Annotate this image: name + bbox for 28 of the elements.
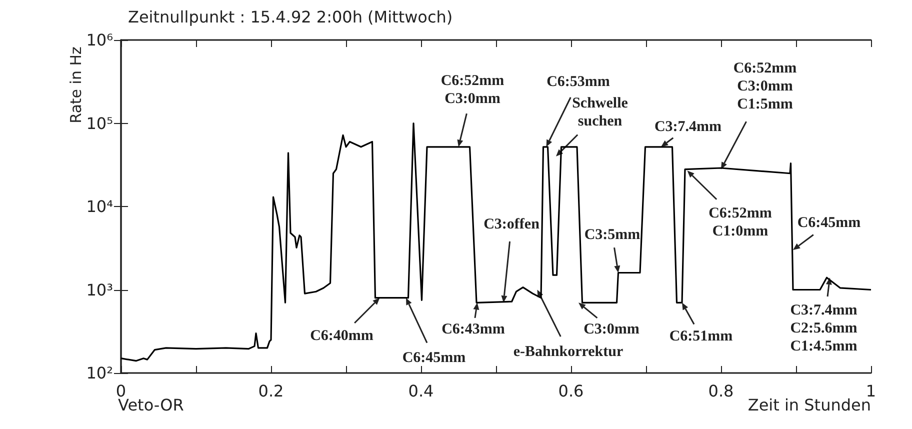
y-tick-label: 10⁵ [86, 114, 113, 133]
annotation: Schwelle suchen [572, 95, 628, 130]
annotation: C6:45mm [797, 215, 862, 232]
y-tick-label: 10⁶ [86, 30, 113, 50]
x-tick-label: 0.6 [558, 382, 584, 400]
annotation: C3:7.4mm C2:5.6mm C1:4.5mm [790, 302, 858, 355]
y-tick-label: 10³ [86, 280, 113, 300]
annotation: C6:52mm C3:0mm C1:5mm [733, 60, 798, 112]
x-tick-label: 0.2 [258, 382, 284, 400]
annotation: C6:52mm C3:0mm [440, 72, 505, 107]
chart-title: Zeitnullpunkt : 15.4.92 2:00h (Mittwoch) [128, 8, 453, 26]
annotation: C3:0mm [584, 322, 640, 338]
annotation: C6:43mm [442, 322, 506, 338]
x-tick-label: 0.8 [708, 382, 734, 400]
annotation: e-Bahnkorrektur [513, 344, 624, 360]
text: Veto-OR [118, 396, 184, 414]
annotation: C6:40mm [310, 328, 374, 344]
x-tick-label: 0.4 [408, 382, 434, 400]
annotation: C6:51mm [669, 328, 734, 345]
annotation: C6:45mm [402, 350, 466, 366]
annotation: C3:5mm [584, 226, 641, 243]
annotation: C6:52mm C1:0mm [708, 206, 772, 240]
y-axis-title: Rate in Hz [67, 46, 85, 124]
y-tick-label: 10⁴ [86, 197, 113, 216]
annotation: C3:offen [484, 216, 540, 233]
annotation: C3:7.4mm [654, 118, 722, 135]
y-tick-label: 10² [86, 364, 113, 382]
annotation: C6:53mm [546, 74, 610, 90]
